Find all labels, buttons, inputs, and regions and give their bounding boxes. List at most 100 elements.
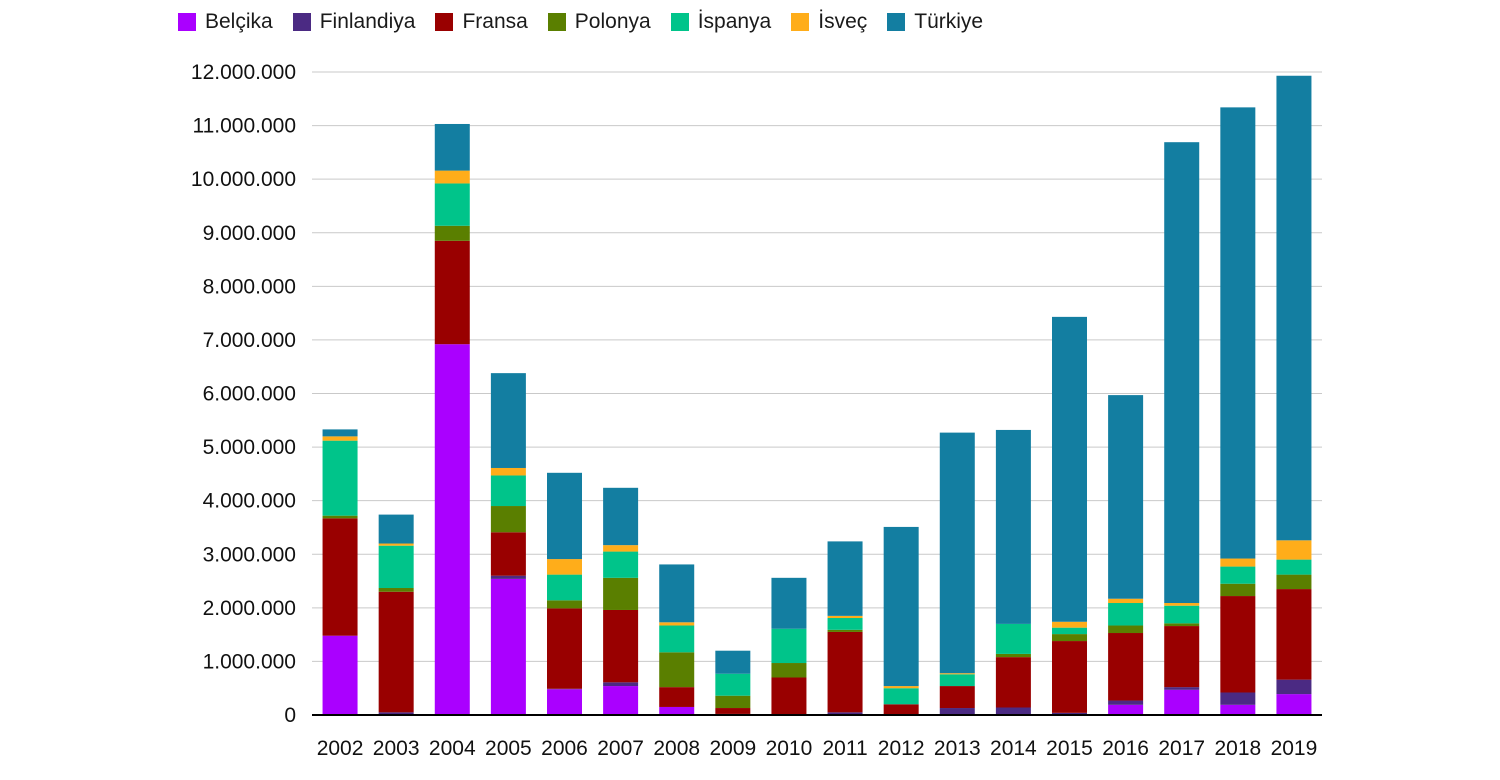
- bar-segment-2-2006: [547, 688, 582, 690]
- x-tick-label: 2018: [1214, 737, 1261, 760]
- bar-segment-5-2008: [659, 625, 695, 653]
- bar-segment-3-2015: [1052, 641, 1087, 713]
- legend-item: Finlandiya: [292, 10, 416, 34]
- x-tick-label: 2006: [541, 737, 588, 760]
- bar-segment-4-2003: [378, 588, 414, 592]
- x-tick-label: 2013: [934, 737, 981, 760]
- bar-segment-5-2016: [1108, 603, 1144, 626]
- bar-segment-7-2005: [490, 373, 526, 468]
- bar-segment-6-2012: [883, 686, 919, 689]
- bar-segment-5-2005: [490, 475, 526, 507]
- bar-segment-7-2015: [1052, 316, 1087, 622]
- bar-segment-7-2012: [883, 526, 919, 687]
- bar-segment-1-2004: [434, 344, 470, 715]
- legend: Belçika Finlandiya Fransa Polonya İspanya İsv…: [178, 10, 1003, 34]
- legend-item: Polonya: [547, 10, 651, 34]
- x-tick-label: 2019: [1271, 737, 1318, 760]
- legend-label: İsveç: [818, 10, 868, 33]
- bar-segment-1-2019: [1276, 694, 1312, 715]
- bar-segment-5-2014: [995, 623, 1031, 654]
- y-tick-label: 1.000.000: [203, 650, 296, 673]
- bar-segment-5-2012: [883, 688, 919, 705]
- bar-segment-1-2002: [322, 635, 358, 715]
- bar-segment-4-2008: [659, 652, 695, 688]
- legend-label: Belçika: [205, 10, 273, 33]
- bar-segment-2-2005: [490, 575, 526, 579]
- bar-segment-4-2010: [771, 663, 807, 678]
- legend-label: Polonya: [574, 10, 651, 33]
- bar-segment-5-2010: [771, 628, 807, 664]
- bar-segment-7-2003: [378, 514, 414, 544]
- bar-segment-5-2007: [603, 551, 639, 578]
- bar-segment-5-2017: [1164, 605, 1200, 624]
- y-tick-label: 12.000.000: [191, 61, 296, 84]
- y-tick-label: 9.000.000: [203, 222, 296, 245]
- bar-segment-3-2014: [995, 657, 1031, 708]
- bar-segment-4-2016: [1108, 625, 1144, 634]
- bar-segment-3-2012: [883, 704, 919, 715]
- bar-segment-1-2017: [1164, 689, 1200, 715]
- y-tick-label: 8.000.000: [203, 275, 296, 298]
- y-tick-label: 6.000.000: [203, 383, 296, 406]
- legend-label: Finlandiya: [319, 10, 416, 33]
- bar-segment-3-2008: [659, 687, 695, 707]
- x-tick-label: 2015: [1046, 737, 1093, 760]
- bar-segment-6-2013: [939, 673, 975, 675]
- bar-segment-5-2011: [827, 618, 863, 630]
- bar-segment-6-2016: [1108, 598, 1144, 604]
- bar-segment-4-2009: [715, 695, 751, 709]
- bar-segment-3-2017: [1164, 626, 1200, 688]
- bar-segment-5-2003: [378, 545, 414, 589]
- legend-item: Fransa: [435, 10, 528, 34]
- x-tick-label: 2017: [1158, 737, 1205, 760]
- x-tick-label: 2007: [597, 737, 644, 760]
- bar-segment-3-2009: [715, 708, 751, 714]
- bar-segment-1-2006: [547, 689, 582, 715]
- x-tick-label: 2009: [709, 737, 756, 760]
- bar-segment-3-2006: [547, 608, 582, 689]
- bar-segment-2-2013: [939, 708, 975, 715]
- bar-segment-7-2006: [547, 472, 582, 560]
- y-tick-label: 3.000.000: [203, 543, 296, 566]
- bar-segment-5-2019: [1276, 559, 1312, 575]
- bar-segment-3-2018: [1220, 596, 1256, 693]
- bar-segment-5-2002: [322, 440, 358, 516]
- bar-segment-1-2005: [490, 578, 526, 715]
- bar-segment-3-2016: [1108, 633, 1144, 701]
- bar-segment-6-2005: [490, 467, 526, 476]
- bar-segment-5-2015: [1052, 627, 1087, 635]
- legend-swatch: [292, 13, 311, 31]
- x-tick-label: 2012: [878, 737, 925, 760]
- x-tick-label: 2003: [373, 737, 420, 760]
- bar-segment-3-2007: [603, 609, 639, 683]
- bar-segment-7-2010: [771, 577, 807, 629]
- bar-segment-2-2018: [1220, 692, 1256, 705]
- bar-segment-7-2013: [939, 432, 975, 674]
- legend-item: Türkiye: [887, 10, 983, 34]
- bar-segment-4-2011: [827, 629, 863, 632]
- bar-segment-3-2013: [939, 686, 975, 709]
- bar-segment-7-2018: [1220, 107, 1256, 559]
- bar-segment-7-2002: [322, 429, 358, 437]
- bar-segment-7-2019: [1276, 75, 1312, 541]
- bar-segment-7-2009: [715, 650, 751, 674]
- y-tick-label: 4.000.000: [203, 490, 296, 513]
- y-tick-label: 5.000.000: [203, 436, 296, 459]
- bar-segment-7-2014: [995, 429, 1031, 624]
- bar-segment-5-2009: [715, 673, 751, 696]
- bar-segment-7-2017: [1164, 142, 1200, 604]
- bar-segment-6-2011: [827, 615, 863, 619]
- bar-segment-1-2018: [1220, 704, 1256, 715]
- bar-segment-3-2011: [827, 631, 863, 713]
- x-tick-label: 2002: [317, 737, 364, 760]
- y-tick-label: 11.000.000: [192, 115, 296, 138]
- bar-segment-2-2017: [1164, 687, 1200, 690]
- legend-swatch: [435, 13, 454, 31]
- bar-segment-6-2002: [322, 436, 358, 441]
- bar-segment-3-2005: [490, 532, 526, 576]
- y-tick-label: 7.000.000: [203, 329, 296, 352]
- x-tick-label: 2011: [822, 737, 867, 760]
- bar-segment-6-2004: [434, 170, 470, 184]
- y-tick-label: 10.000.000: [191, 168, 296, 191]
